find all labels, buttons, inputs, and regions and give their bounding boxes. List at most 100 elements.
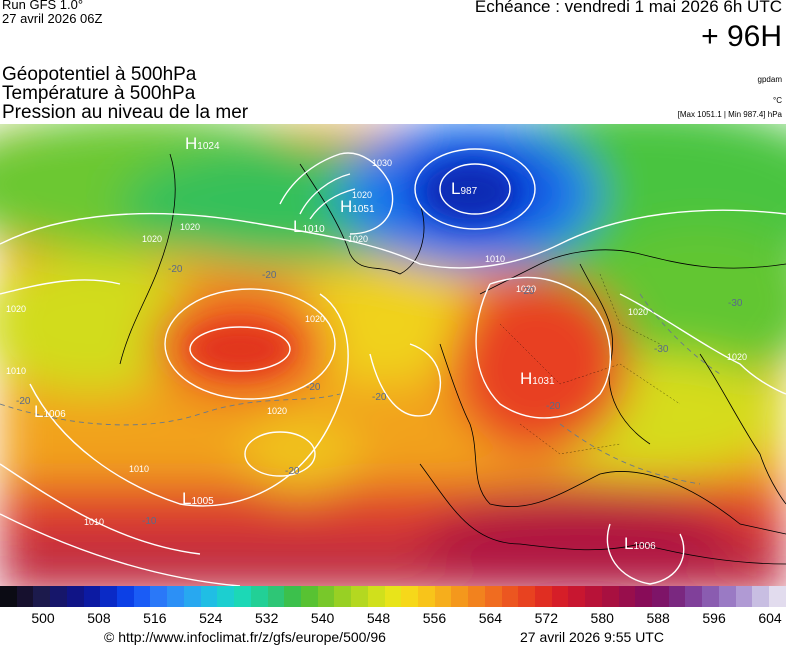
borders xyxy=(499,273,681,455)
color-scale-tick: 588 xyxy=(646,610,670,626)
color-scale-cell xyxy=(568,586,586,607)
color-scale xyxy=(0,586,786,607)
color-scale-cell xyxy=(100,586,118,607)
color-scale-cell xyxy=(551,586,569,607)
color-scale-cell xyxy=(300,586,318,607)
source-url: © http://www.infoclimat.fr/z/gfs/europe/… xyxy=(104,629,386,645)
color-scale-cell xyxy=(167,586,184,607)
temperature-label: -20 xyxy=(306,382,321,393)
pressure-center-h1024: H1024 xyxy=(185,134,220,153)
isobar-label: 1020 xyxy=(352,190,372,200)
color-scale-cell xyxy=(685,586,703,607)
color-scale-cell xyxy=(752,586,770,607)
isobar-label: 1020 xyxy=(516,284,536,294)
isobar-label: 1010 xyxy=(129,464,149,474)
unit-gpdam: gpdam xyxy=(757,75,782,84)
temperature-label: -20 xyxy=(372,392,387,403)
color-scale-cell xyxy=(83,586,101,607)
color-scale-tick: 556 xyxy=(422,610,447,626)
color-scale-cell xyxy=(718,586,736,607)
color-scale-cell xyxy=(334,586,352,607)
temperature-label: -20 xyxy=(546,401,561,412)
pressure-center-l1010: L1010 xyxy=(293,217,325,236)
generation-time: 27 avril 2026 9:55 UTC xyxy=(520,629,664,645)
color-scale-cell xyxy=(668,586,686,607)
color-scale-cell xyxy=(50,586,67,607)
color-scale-cell xyxy=(769,586,786,607)
isobar-label: 1010 xyxy=(6,366,26,376)
pressure-center-l1005: L1005 xyxy=(182,489,214,508)
isobar-label: 1020 xyxy=(267,406,287,416)
color-scale-cell xyxy=(518,586,535,607)
color-scale-cell xyxy=(417,586,435,607)
temperature-label: -20 xyxy=(16,396,31,407)
isotherms xyxy=(0,293,721,485)
isobar-label: 1020 xyxy=(727,352,747,362)
color-scale-tick: 516 xyxy=(143,610,167,626)
isobar-label: 1020 xyxy=(6,304,26,314)
isobar-label: 1010 xyxy=(84,517,104,527)
color-scale-cell xyxy=(117,586,134,607)
temperature-label: -20 xyxy=(168,264,183,275)
isobar-label: 1020 xyxy=(180,222,200,232)
pressure-center-h1051: H1051 xyxy=(340,197,375,216)
temperature-labels: -20 -20 -20 -30 -30 -20 -20 -20 -20 -10 … xyxy=(16,264,743,527)
color-scale-tick: 580 xyxy=(590,610,614,626)
color-scale-cell xyxy=(635,586,653,607)
color-scale-tick: 508 xyxy=(87,610,111,626)
color-scale-cell xyxy=(133,586,151,607)
color-scale-cell xyxy=(501,586,519,607)
color-scale-tick: 500 xyxy=(31,610,55,626)
color-scale-cell xyxy=(585,586,602,607)
title-geopotential: Géopotentiel à 500hPa xyxy=(2,64,197,85)
color-scale-cell xyxy=(33,586,51,607)
color-scale-cell xyxy=(217,586,235,607)
pressure-centers: H1024 H1051 L1010 L987 H1031 L1006 L1005… xyxy=(34,134,656,553)
unit-pressure-range: [Max 1051.1 | Min 987.4] hPa xyxy=(677,110,782,119)
isobar-label: 1020 xyxy=(348,234,368,244)
temperature-label: -10 xyxy=(142,516,157,527)
forecast-lead-time: + 96H xyxy=(701,20,782,53)
color-scale-cell xyxy=(384,586,402,607)
color-scale-cell xyxy=(317,586,335,607)
color-scale-cell xyxy=(183,586,201,607)
color-scale-cell xyxy=(601,586,619,607)
color-scale-cell xyxy=(484,586,502,607)
color-scale-tick: 564 xyxy=(478,610,503,626)
pressure-center-l987: L987 xyxy=(451,179,478,198)
isobar-label: 1020 xyxy=(142,234,162,244)
color-scale-cell xyxy=(150,586,168,607)
temperature-label: -20 xyxy=(285,466,300,477)
pressure-center-l1006-west: L1006 xyxy=(34,402,66,421)
color-scale-tick: 572 xyxy=(534,610,558,626)
color-scale-tick: 532 xyxy=(255,610,279,626)
color-scale-tick: 524 xyxy=(199,610,223,626)
color-scale-cell xyxy=(284,586,301,607)
color-scale-cell xyxy=(735,586,753,607)
temperature-label: -20 xyxy=(520,286,535,297)
pressure-center-l1006-south: L1006 xyxy=(624,534,656,553)
color-scale-cell xyxy=(618,586,636,607)
temperature-label: -30 xyxy=(654,344,669,355)
color-scale-cell xyxy=(451,586,469,607)
run-label: Run GFS 1.0° xyxy=(2,0,84,12)
isobar-label: 1010 xyxy=(485,254,505,264)
color-scale-cell xyxy=(702,586,719,607)
color-scale-tick: 540 xyxy=(310,610,335,626)
color-scale-cell xyxy=(351,586,368,607)
color-scale-tick: 548 xyxy=(366,610,391,626)
weather-map: H1024 H1051 L1010 L987 H1031 L1006 L1005… xyxy=(0,124,786,586)
isobars xyxy=(0,148,786,586)
isobar-labels: 1020 1030 1020 1020 1010 1020 1020 1020 … xyxy=(6,158,747,527)
geopotential-field xyxy=(0,124,786,586)
temperature-label: -20 xyxy=(262,270,277,281)
isobar-label: 1030 xyxy=(372,158,392,168)
title-temperature: Température à 500hPa xyxy=(2,83,196,104)
color-scale-cell xyxy=(535,586,552,607)
run-date: 27 avril 2026 06Z xyxy=(2,11,103,26)
pressure-center-h1031: H1031 xyxy=(520,369,555,388)
color-scale-tick: 596 xyxy=(702,610,726,626)
forecast-valid-time: Echéance : vendredi 1 mai 2026 6h UTC xyxy=(474,0,782,16)
color-scale-cell xyxy=(367,586,385,607)
color-scale-cell xyxy=(267,586,285,607)
